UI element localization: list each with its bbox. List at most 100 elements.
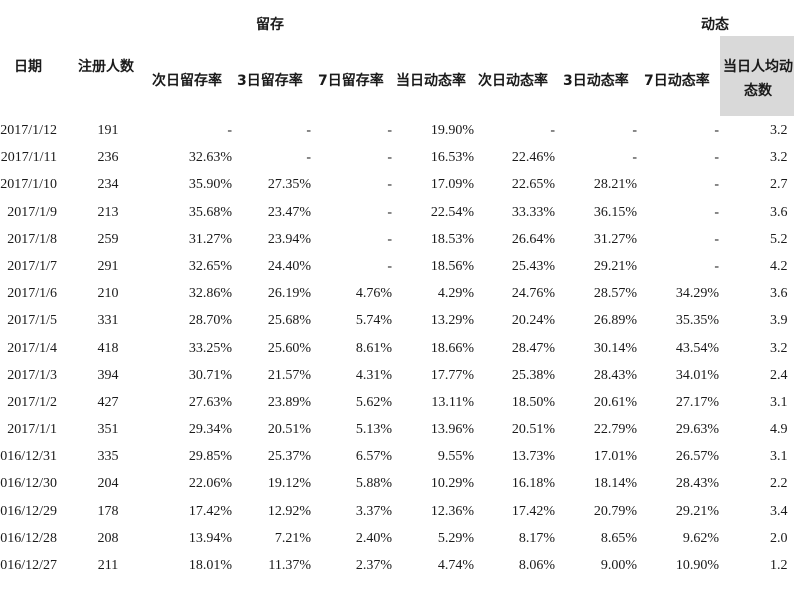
cell-next-day-retention: 28.70%	[188, 313, 232, 329]
cell-next-day-activity: 18.50%	[511, 394, 555, 410]
cell-next-day-activity: 20.51%	[511, 422, 555, 438]
cell-day3-retention: 19.12%	[267, 476, 311, 492]
table-row: 2017/1/5 331 28.70% 25.68% 5.74% 13.29% 20.24%…	[0, 310, 794, 337]
cell-day3-activity: 29.21%	[593, 258, 637, 274]
cell-next-day-activity: 16.18%	[511, 476, 555, 492]
cell-same-day-activity: 4.29%	[437, 286, 474, 302]
col-header-day7-activity: 7日动态率	[644, 73, 710, 89]
cell-day3-activity: 26.89%	[593, 313, 637, 329]
cell-next-day-activity: -	[550, 123, 555, 138]
cell-same-day-activity: 16.53%	[430, 150, 474, 166]
col-header-same-day-activity: 当日动态率	[396, 73, 466, 89]
table-row: 2017/1/12 191 - - - 19.90% - - - 3.2	[0, 120, 794, 147]
cell-day7-retention: -	[387, 150, 392, 166]
col-header-next-day-retention: 次日留存率	[152, 73, 222, 89]
cell-next-day-retention: 33.25%	[188, 340, 232, 356]
cell-day3-retention: -	[306, 123, 311, 138]
col-header-avg-activity-line1: 当日人均动	[723, 59, 793, 75]
cell-next-day-activity: 13.73%	[511, 449, 555, 465]
cell-next-day-retention: 32.63%	[188, 150, 232, 166]
cell-day7-activity: 26.57%	[675, 449, 719, 465]
col-header-day3-activity: 3日动态率	[563, 73, 629, 89]
cell-next-day-activity: 25.43%	[511, 258, 555, 274]
cell-day7-retention: 6.57%	[355, 449, 392, 465]
cell-day3-retention: 11.37%	[268, 558, 311, 573]
cell-day7-activity: 35.35%	[675, 313, 719, 329]
col-header-day3-retention: 3日留存率	[237, 73, 303, 89]
cell-day7-retention: -	[387, 258, 392, 274]
cell-day7-retention: 5.13%	[355, 422, 392, 438]
cell-day3-activity: 22.79%	[593, 422, 637, 438]
cell-same-day-activity: 4.74%	[437, 558, 474, 573]
cell-next-day-activity: 22.65%	[511, 177, 555, 193]
cell-avg-activity: 3.2	[770, 150, 788, 166]
cell-day3-activity: 36.15%	[593, 204, 637, 220]
col-header-day7-retention: 7日留存率	[318, 73, 384, 89]
table-row: 2017/1/7 291 32.65% 24.40% - 18.56% 25.43% 29.2…	[0, 256, 794, 283]
cell-registered: 178	[97, 503, 119, 519]
cell-day7-activity: 43.54%	[675, 340, 719, 356]
cell-next-day-activity: 28.47%	[511, 340, 555, 356]
cell-registered: 418	[97, 340, 119, 356]
cell-same-day-activity: 17.77%	[430, 367, 474, 383]
table-row: 2017/1/6 210 32.86% 26.19% 4.76% 4.29% 24.76% 2…	[0, 283, 794, 310]
cell-day7-retention: 4.76%	[355, 286, 392, 302]
cell-day7-activity: 27.17%	[675, 394, 719, 410]
cell-day7-retention: 5.74%	[355, 313, 392, 329]
cell-avg-activity: 3.2	[770, 340, 788, 356]
cell-next-day-activity: 8.17%	[518, 530, 555, 546]
cell-day3-activity: 28.43%	[593, 367, 637, 383]
table-row: 2017/1/10 234 35.90% 27.35% - 17.09% 22.65% 28.…	[0, 174, 794, 201]
cell-next-day-retention: 29.85%	[188, 449, 232, 465]
cell-avg-activity: 3.4	[770, 503, 788, 519]
table-row: 2017/1/1 351 29.34% 20.51% 5.13% 13.96% 20.51%…	[0, 419, 794, 446]
cell-day7-activity: 29.63%	[675, 422, 719, 438]
cell-next-day-retention: 32.65%	[188, 258, 232, 274]
cell-avg-activity: 2.7	[770, 177, 788, 193]
cell-day3-activity: 30.14%	[593, 340, 637, 356]
cell-day3-activity: 8.65%	[600, 530, 637, 546]
cell-registered: 236	[97, 150, 119, 166]
cell-day7-retention: -	[387, 204, 392, 220]
cell-same-day-activity: 12.36%	[430, 503, 474, 519]
cell-day3-retention: 27.35%	[267, 177, 311, 193]
cell-registered: 331	[97, 313, 119, 329]
cell-avg-activity: 4.2	[770, 258, 788, 274]
cell-day3-activity: 20.79%	[593, 503, 637, 519]
cell-avg-activity: 2.2	[770, 476, 788, 492]
cell-date: 2017/1/4	[7, 340, 57, 356]
cell-avg-activity: 3.9	[770, 313, 788, 329]
cell-day3-activity: 28.57%	[593, 286, 637, 302]
cell-same-day-activity: 5.29%	[437, 530, 474, 546]
cell-next-day-activity: 8.06%	[518, 558, 555, 573]
cell-same-day-activity: 9.55%	[437, 449, 474, 465]
table-body: 2017/1/12 191 - - - 19.90% - - - 3.2 2017/1/11 236 3…	[0, 120, 794, 582]
cell-day3-activity: 9.00%	[600, 558, 637, 573]
cell-next-day-retention: 13.94%	[188, 530, 232, 546]
table-row: 2017/1/9 213 35.68% 23.47% - 22.54% 33.33% 36.1…	[0, 202, 794, 229]
cell-avg-activity: 3.1	[770, 394, 788, 410]
cell-same-day-activity: 22.54%	[430, 204, 474, 220]
cell-day7-activity: 28.43%	[675, 476, 719, 492]
cell-day3-activity: 20.61%	[593, 394, 637, 410]
cell-day3-retention: 26.19%	[267, 286, 311, 302]
cell-day7-retention: 3.37%	[355, 503, 392, 519]
cell-next-day-activity: 33.33%	[511, 204, 555, 220]
cell-date: 2017/1/2	[7, 394, 57, 410]
cell-next-day-retention: -	[227, 123, 232, 138]
cell-day7-activity: -	[714, 150, 719, 166]
cell-registered: 394	[97, 367, 119, 383]
cell-registered: 210	[97, 286, 119, 302]
cell-day3-activity: 31.27%	[593, 231, 637, 247]
cell-day3-retention: 20.51%	[267, 422, 311, 438]
cell-date: 2017/1/3	[7, 367, 57, 383]
cell-same-day-activity: 13.96%	[430, 422, 474, 438]
cell-avg-activity: 2.4	[770, 367, 788, 383]
cell-registered: 204	[97, 476, 119, 492]
cell-day3-retention: 24.40%	[267, 258, 311, 274]
cell-day7-activity: 34.29%	[675, 286, 719, 302]
